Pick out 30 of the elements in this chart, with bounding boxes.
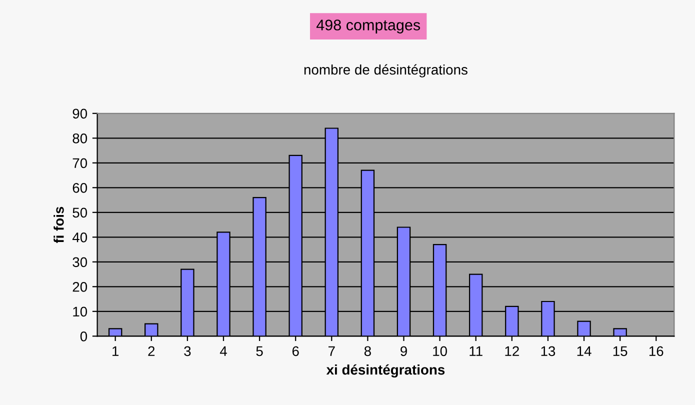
x-tick-label: 5 xyxy=(256,346,263,356)
y-tick-label: 50 xyxy=(72,208,88,218)
x-tick-label: 7 xyxy=(328,346,335,356)
text: 498 comptages xyxy=(316,20,420,34)
x-tick-label: 14 xyxy=(577,346,592,356)
chart-title: nombre de désintégrations xyxy=(304,64,468,78)
x-tick-label: 11 xyxy=(470,346,482,356)
y-tick-label: 60 xyxy=(72,182,88,193)
x-tick-label: 12 xyxy=(505,346,519,356)
x-tick-label: 4 xyxy=(220,346,227,356)
x-tick-label: 2 xyxy=(148,346,155,356)
x-axis-title: xi désintégrations xyxy=(326,364,445,378)
x-tick-label: 8 xyxy=(364,346,371,356)
x-tick-label: 1 xyxy=(112,346,119,356)
x-tick-label: 16 xyxy=(649,346,664,356)
x-tick-label: 3 xyxy=(184,346,191,356)
x-tick-label: 15 xyxy=(613,346,628,356)
x-tick-label: 6 xyxy=(292,346,299,356)
y-tick-label: 20 xyxy=(72,282,88,292)
y-tick-label: 80 xyxy=(72,133,88,144)
y-tick-label: 90 xyxy=(72,108,88,119)
y-tick-label: 0 xyxy=(80,331,88,342)
x-tick-label: 13 xyxy=(541,346,556,356)
y-tick-label: 30 xyxy=(72,257,88,268)
y-tick-label: 40 xyxy=(72,232,88,242)
x-tick-label: 9 xyxy=(400,346,407,356)
x-tick-label: 10 xyxy=(433,346,447,356)
y-tick-label: 70 xyxy=(72,158,88,168)
y-tick-label: 10 xyxy=(73,306,88,317)
y-axis-title: fi fois xyxy=(54,206,64,244)
